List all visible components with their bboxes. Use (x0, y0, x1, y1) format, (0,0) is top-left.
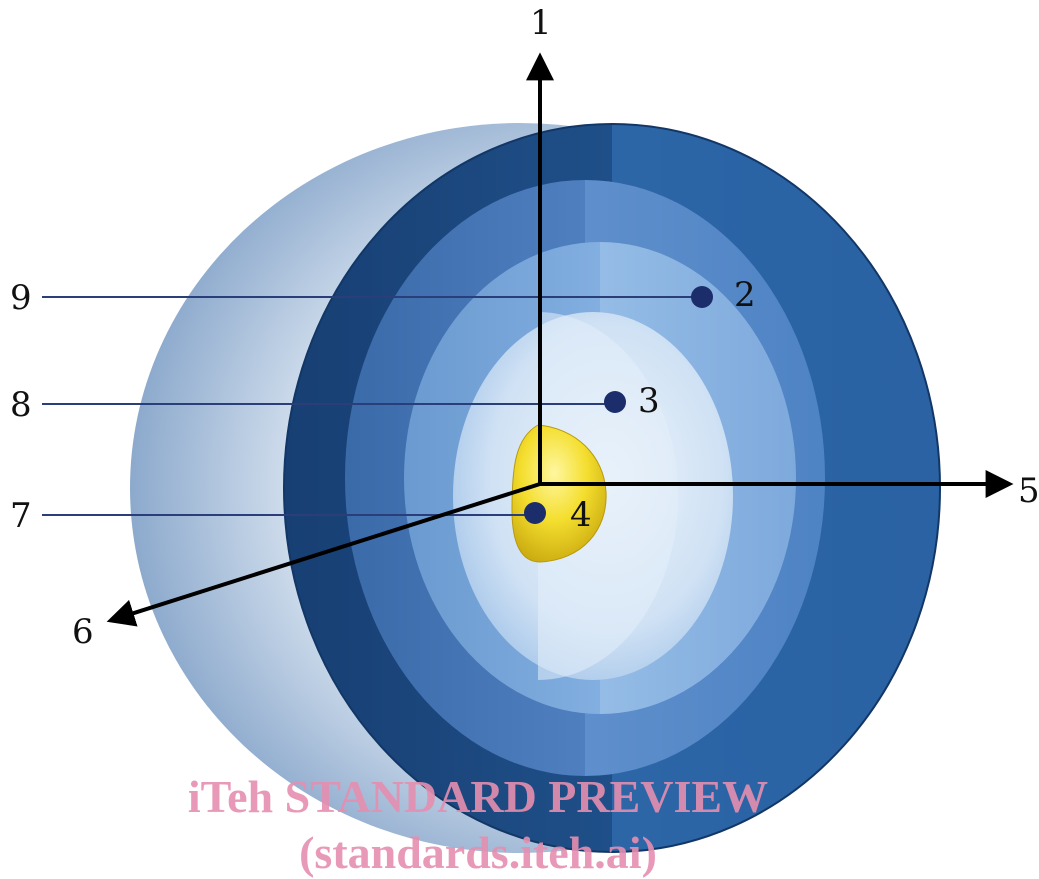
label-axis-up: 1 (530, 3, 552, 43)
label-axis-right: 5 (1018, 471, 1039, 511)
label-point-outer: 2 (734, 275, 756, 315)
label-axis-diag: 6 (72, 612, 94, 652)
point-outer (691, 286, 713, 308)
label-point-core: 4 (570, 495, 592, 535)
label-callout-core: 7 (10, 496, 32, 536)
axis-diagonal (106, 482, 541, 627)
label-point-middle: 3 (638, 381, 660, 421)
core (511, 424, 607, 563)
label-callout-outer: 9 (10, 278, 32, 318)
watermark-line-1: iTeh STANDARD PREVIEW (188, 771, 768, 822)
watermark-line-2: (standards.iteh.ai) (299, 827, 657, 878)
label-callout-middle: 8 (10, 385, 32, 425)
point-middle (604, 391, 626, 413)
point-core (524, 502, 546, 524)
